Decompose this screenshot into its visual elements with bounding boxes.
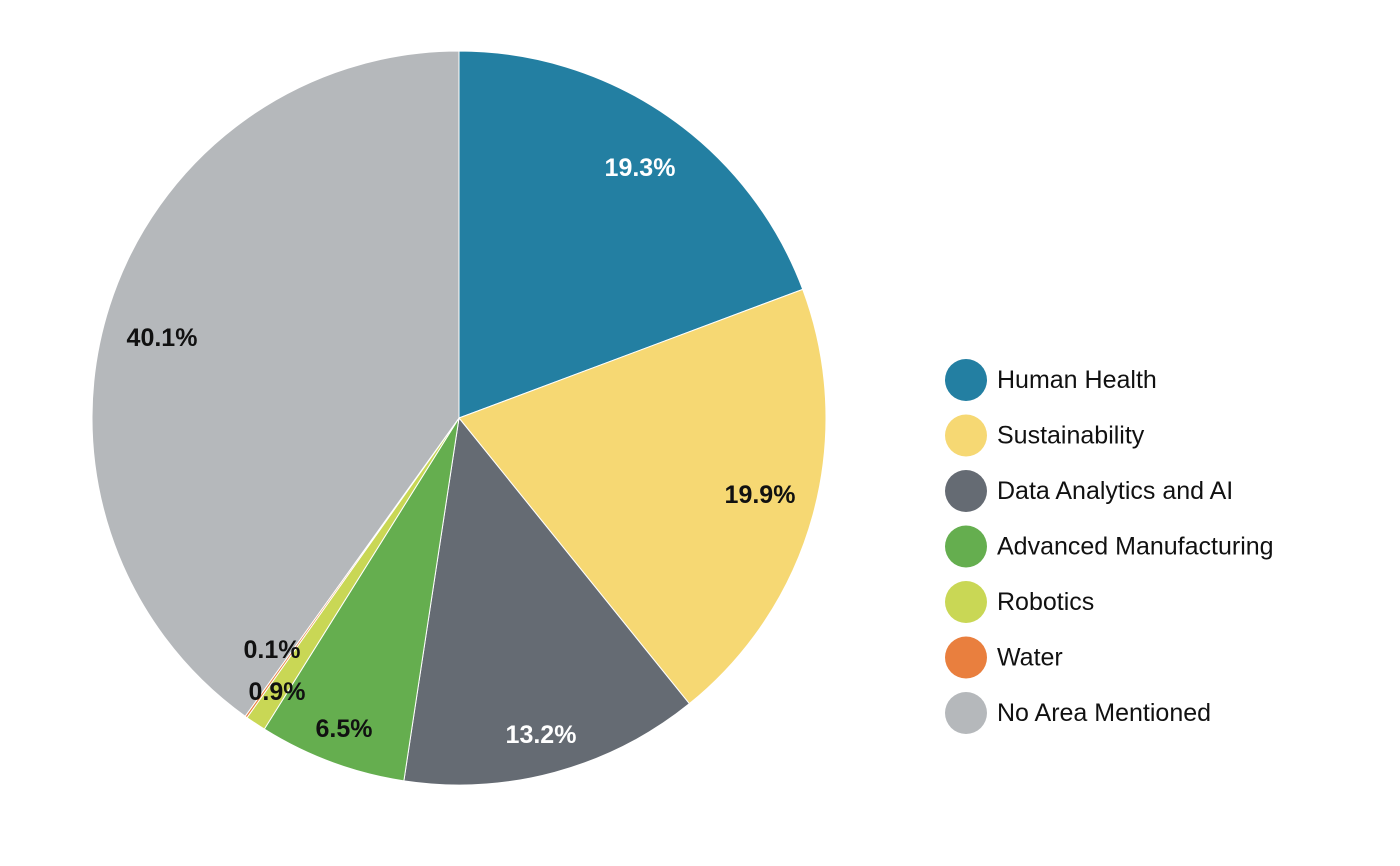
legend-label: Human Health xyxy=(997,366,1157,394)
slice-label-sustainability: 19.9% xyxy=(725,481,796,509)
pie-slice-sustainability xyxy=(458,288,827,705)
legend-swatch xyxy=(945,470,987,512)
legend-item-robotics: Robotics xyxy=(945,581,1094,623)
legend-swatch xyxy=(945,581,987,623)
legend-item-sustainability: Sustainability xyxy=(945,414,1145,457)
legend-swatch xyxy=(945,692,987,734)
pie-slice-no-area-mentioned xyxy=(91,50,460,717)
pie-slice-advanced-manufacturing xyxy=(263,417,460,782)
legend-label: Sustainability xyxy=(997,422,1145,450)
slice-label-data-analytics-and-ai: 13.2% xyxy=(506,721,577,749)
slice-label-no-area-mentioned: 40.1% xyxy=(127,324,198,352)
pie-slices xyxy=(91,50,827,786)
slice-label-robotics: 0.9% xyxy=(249,678,306,706)
legend-swatch xyxy=(945,359,987,401)
legend-swatch xyxy=(945,414,987,457)
legend-label: Data Analytics and AI xyxy=(997,477,1233,505)
legend-swatch xyxy=(945,636,987,679)
slice-label-water: 0.1% xyxy=(244,636,301,664)
pie-slice-human-health xyxy=(458,50,804,419)
legend-label: Advanced Manufacturing xyxy=(997,533,1274,561)
slice-label-advanced-manufacturing: 6.5% xyxy=(316,715,373,743)
pie-slice-data-analytics-and-ai xyxy=(403,416,691,786)
pie-labels: 19.3% 19.9% 13.2% 6.5% 0.9% 0.1% 40.1% xyxy=(127,154,796,749)
legend-item-data-analytics-and-ai: Data Analytics and AI xyxy=(945,470,1233,512)
legend-item-water: Water xyxy=(945,636,1063,679)
legend-label: Water xyxy=(997,644,1063,672)
slice-label-human-health: 19.3% xyxy=(605,154,676,182)
legend-item-advanced-manufacturing: Advanced Manufacturing xyxy=(945,525,1274,568)
legend-item-human-health: Human Health xyxy=(945,359,1157,401)
legend-item-no-area-mentioned: No Area Mentioned xyxy=(945,692,1211,734)
legend-label: No Area Mentioned xyxy=(997,699,1211,727)
legend: Human Health Sustainability Data Analytics… xyxy=(945,359,1274,734)
legend-label: Robotics xyxy=(997,588,1094,616)
legend-swatch xyxy=(945,525,987,568)
